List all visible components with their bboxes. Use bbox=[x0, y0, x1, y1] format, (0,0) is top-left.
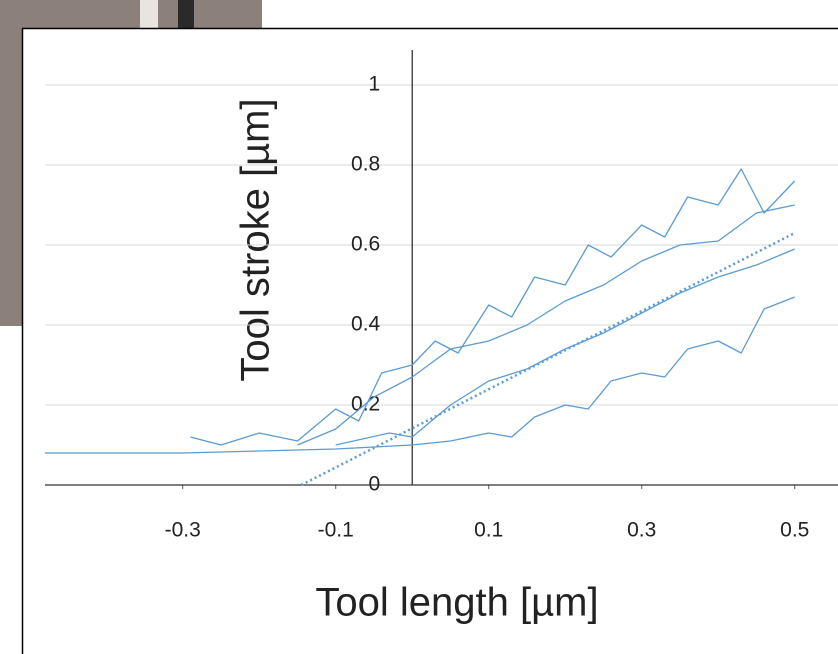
y-tick-label: 0.4 bbox=[351, 313, 381, 336]
data-line bbox=[297, 204, 795, 446]
background-photo-detail bbox=[140, 0, 158, 28]
x-axis-title: Tool length [µm] bbox=[315, 581, 598, 625]
y-tick-label: 0.6 bbox=[351, 233, 380, 256]
data-line bbox=[45, 296, 795, 454]
plot-area bbox=[45, 50, 838, 550]
data-line bbox=[190, 168, 796, 446]
x-tick-label: -0.3 bbox=[165, 519, 201, 542]
x-tick-label: -0.1 bbox=[318, 519, 354, 542]
y-tick-label: 1 bbox=[369, 73, 381, 96]
x-tick-label: 0.5 bbox=[780, 519, 809, 542]
x-tick-label: 0.3 bbox=[627, 519, 656, 542]
y-tick-label: 0.8 bbox=[351, 153, 380, 176]
y-tick-label: 0 bbox=[369, 473, 381, 496]
y-axis-title: Tool stroke [µm] bbox=[234, 98, 278, 381]
x-tick-label: 0.1 bbox=[474, 519, 503, 542]
background-photo-detail bbox=[178, 0, 194, 28]
trend-line bbox=[300, 231, 796, 487]
